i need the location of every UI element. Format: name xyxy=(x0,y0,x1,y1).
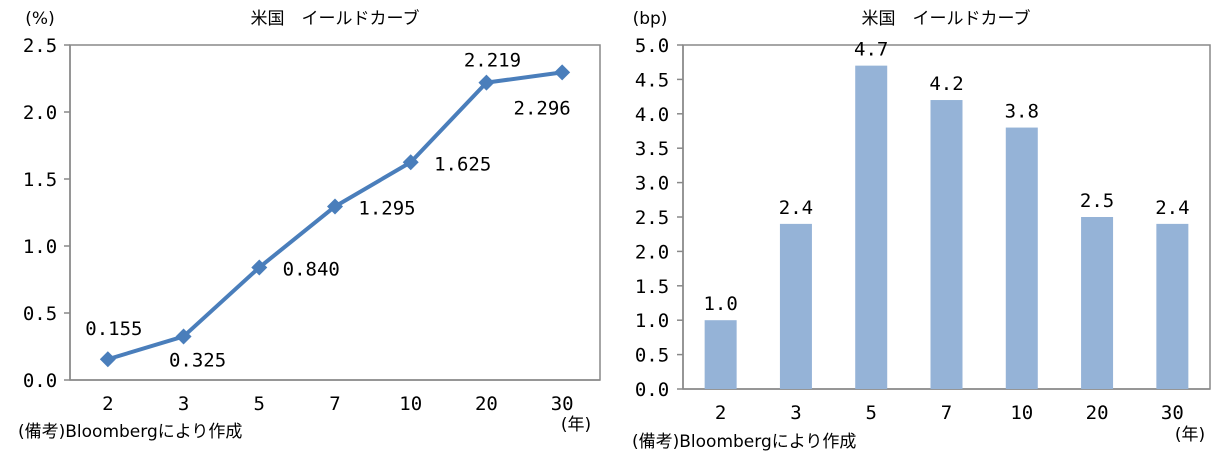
bar xyxy=(1081,217,1114,389)
data-label: 2.4 xyxy=(1155,197,1189,219)
bar xyxy=(704,320,737,389)
data-point-marker xyxy=(175,328,192,345)
y-tick-label: 0.0 xyxy=(23,370,57,392)
data-label: 4.7 xyxy=(854,39,888,61)
bar xyxy=(930,100,963,389)
y-tick-label: 2.0 xyxy=(23,102,57,124)
bar xyxy=(1156,223,1189,389)
data-label: 1.0 xyxy=(703,293,737,315)
x-tick-label: 3 xyxy=(790,402,801,424)
y-tick-label: 3.5 xyxy=(635,138,669,160)
y-tick-label: 4.0 xyxy=(635,104,669,126)
data-label: 2.5 xyxy=(1080,190,1114,212)
data-label: 2.296 xyxy=(514,97,571,119)
source-note: (備考)Bloombergにより作成 xyxy=(18,422,242,442)
series-line xyxy=(107,70,563,362)
data-point-marker xyxy=(99,351,116,368)
data-label: 4.2 xyxy=(929,73,963,95)
bar xyxy=(779,223,812,389)
data-label: 0.155 xyxy=(85,318,142,340)
x-tick-label: 5 xyxy=(254,393,265,415)
data-label: 3.8 xyxy=(1005,101,1039,123)
x-axis-unit: (年) xyxy=(1175,425,1205,445)
data-point-marker xyxy=(402,154,419,171)
x-tick-label: 20 xyxy=(475,393,498,415)
x-tick-label: 5 xyxy=(865,402,876,424)
yield-change-bar-chart: 米国 イールドカーブ (bp) (備考)Bloombergにより作成 (年) 0.0 0.… xyxy=(632,8,1211,452)
data-point-marker xyxy=(554,64,571,81)
x-tick-label: 10 xyxy=(399,393,422,415)
y-tick-label: 2.5 xyxy=(635,207,669,229)
data-label: 2.4 xyxy=(779,197,813,219)
data-label: 2.219 xyxy=(464,50,521,72)
x-axis-unit: (年) xyxy=(561,415,591,435)
y-tick-label: 0.0 xyxy=(635,379,669,401)
yield-line-chart: 米国 イールドカーブ (%) (備考)Bloombergにより作成 (年) 0.0 0.5… xyxy=(18,8,601,442)
x-tick-label: 2 xyxy=(715,402,726,424)
y-tick-label: 1.5 xyxy=(23,169,57,191)
x-tick-label: 30 xyxy=(551,393,574,415)
y-axis-unit: (%) xyxy=(25,9,54,29)
x-tick-label: 30 xyxy=(1161,402,1184,424)
y-tick-label: 0.5 xyxy=(23,303,57,325)
bar xyxy=(855,65,888,389)
data-point-marker xyxy=(327,198,343,215)
chart-title: 米国 イールドカーブ xyxy=(251,8,420,29)
y-tick-label: 1.0 xyxy=(635,310,669,332)
source-note: (備考)Bloombergにより作成 xyxy=(632,432,856,452)
y-axis-unit: (bp) xyxy=(633,9,668,29)
x-tick-label: 20 xyxy=(1086,402,1109,424)
data-point-marker xyxy=(251,259,268,276)
chart-title: 米国 イールドカーブ xyxy=(862,8,1031,29)
y-tick-label: 5.0 xyxy=(635,35,669,57)
x-tick-label: 3 xyxy=(178,393,189,415)
x-tick-label: 10 xyxy=(1010,402,1033,424)
data-label: 0.325 xyxy=(169,349,226,371)
y-tick-label: 0.5 xyxy=(635,345,669,367)
y-tick-label: 2.5 xyxy=(23,35,57,57)
data-label: 1.625 xyxy=(434,153,491,175)
data-label: 1.295 xyxy=(358,197,415,219)
data-point-marker xyxy=(478,74,495,91)
y-tick-label: 4.5 xyxy=(635,69,669,91)
x-tick-label: 7 xyxy=(329,393,340,415)
y-tick-label: 3.0 xyxy=(635,173,669,195)
y-tick-label: 1.0 xyxy=(23,236,57,258)
data-label: 0.840 xyxy=(283,258,340,280)
y-tick-label: 2.0 xyxy=(635,241,669,263)
bar xyxy=(1005,127,1038,389)
x-tick-label: 7 xyxy=(941,402,952,424)
x-tick-label: 2 xyxy=(102,393,113,415)
y-tick-label: 1.5 xyxy=(635,276,669,298)
